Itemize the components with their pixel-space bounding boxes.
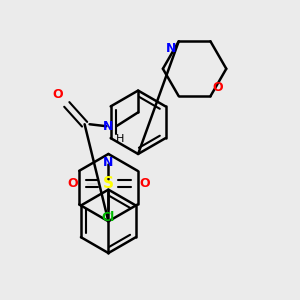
Text: S: S bbox=[103, 176, 114, 191]
Text: O: O bbox=[139, 177, 150, 190]
Text: N: N bbox=[103, 156, 114, 169]
Text: O: O bbox=[52, 88, 63, 101]
Text: H: H bbox=[116, 134, 124, 144]
Text: N: N bbox=[103, 120, 113, 133]
Text: O: O bbox=[67, 177, 78, 190]
Text: O: O bbox=[212, 81, 223, 94]
Text: N: N bbox=[167, 42, 177, 55]
Text: Cl: Cl bbox=[102, 212, 115, 224]
